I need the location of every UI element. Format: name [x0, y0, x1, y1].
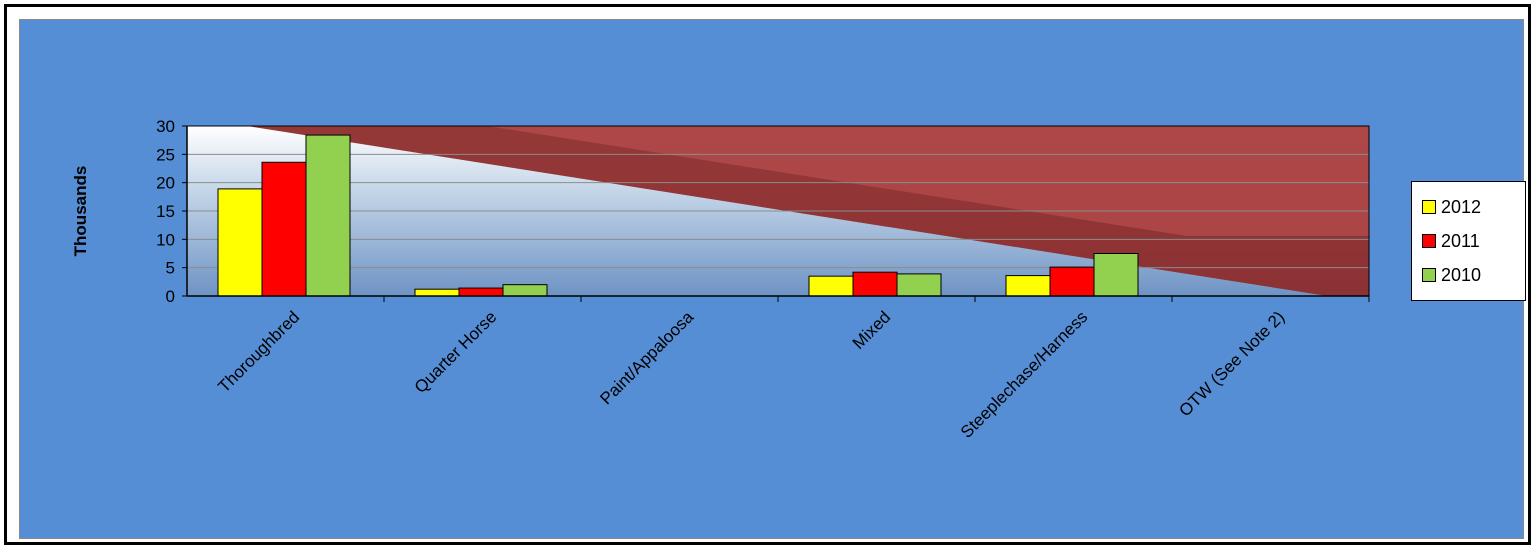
legend-label-2011: 2011 — [1441, 230, 1480, 251]
bar-mixed-2010 — [896, 273, 942, 297]
bar-quarter-horse-2011 — [458, 287, 504, 297]
y-tick-label: 0 — [166, 287, 175, 306]
axes — [182, 125, 1370, 302]
y-axis-title: Thousands — [71, 166, 90, 257]
bar-mixed-2012 — [808, 275, 854, 297]
bar-thoroughbred-2011 — [261, 161, 307, 297]
y-tick-label: 15 — [156, 202, 175, 221]
bar-mixed-2011 — [852, 271, 898, 297]
x-label-paint-appaloosa: Paint/Appaloosa — [596, 307, 697, 408]
x-label-thoroughbred: Thoroughbred — [214, 307, 303, 396]
bar-quarter-horse-2010 — [502, 284, 548, 297]
x-category-labels: Thoroughbred Quarter Horse Paint/Appaloosa… — [214, 307, 1288, 442]
bar-thoroughbred-2010 — [305, 134, 351, 297]
y-tick-label: 20 — [156, 174, 175, 193]
plot-band-highlight — [487, 126, 1369, 236]
bar-chart: 0 5 10 15 20 25 30 Thoroughbred Quarter Horse Pa… — [71, 117, 1370, 442]
y-tick-label: 5 — [166, 259, 175, 278]
legend-item-2011: 2011 — [1422, 224, 1525, 258]
y-tick-label: 30 — [156, 117, 175, 136]
legend-swatch-2012 — [1422, 200, 1436, 214]
y-tick-label: 25 — [156, 145, 175, 164]
legend-item-2010: 2010 — [1422, 258, 1525, 292]
bar-thoroughbred-2012 — [217, 188, 263, 297]
legend-label-2010: 2010 — [1441, 264, 1482, 285]
y-tick-labels: 0 5 10 15 20 25 30 — [156, 117, 175, 306]
chart-frame: 0 5 10 15 20 25 30 Thoroughbred Quarter Horse Pa… — [4, 4, 1531, 545]
legend-swatch-2011 — [1422, 234, 1436, 248]
bar-steeplechase-harness-2012 — [1005, 275, 1051, 297]
legend-swatch-2010 — [1422, 268, 1436, 282]
legend-label-2012: 2012 — [1441, 196, 1482, 217]
chart-area: 0 5 10 15 20 25 30 Thoroughbred Quarter Horse Pa… — [19, 19, 1526, 539]
legend-item-2012: 2012 — [1422, 190, 1525, 224]
bar-quarter-horse-2012 — [414, 288, 460, 297]
bar-steeplechase-harness-2010 — [1093, 253, 1139, 297]
x-label-mixed: Mixed — [849, 307, 895, 353]
bar-steeplechase-harness-2011 — [1049, 266, 1095, 297]
y-tick-label: 10 — [156, 230, 175, 249]
x-label-quarter-horse: Quarter Horse — [411, 307, 501, 397]
legend: 2012 2011 2010 — [1411, 181, 1526, 301]
x-label-steeplechase-harness: Steeplechase/Harness — [957, 307, 1091, 441]
bars — [217, 134, 1139, 297]
x-label-otw-see-note-2: OTW (See Note 2) — [1175, 307, 1288, 420]
